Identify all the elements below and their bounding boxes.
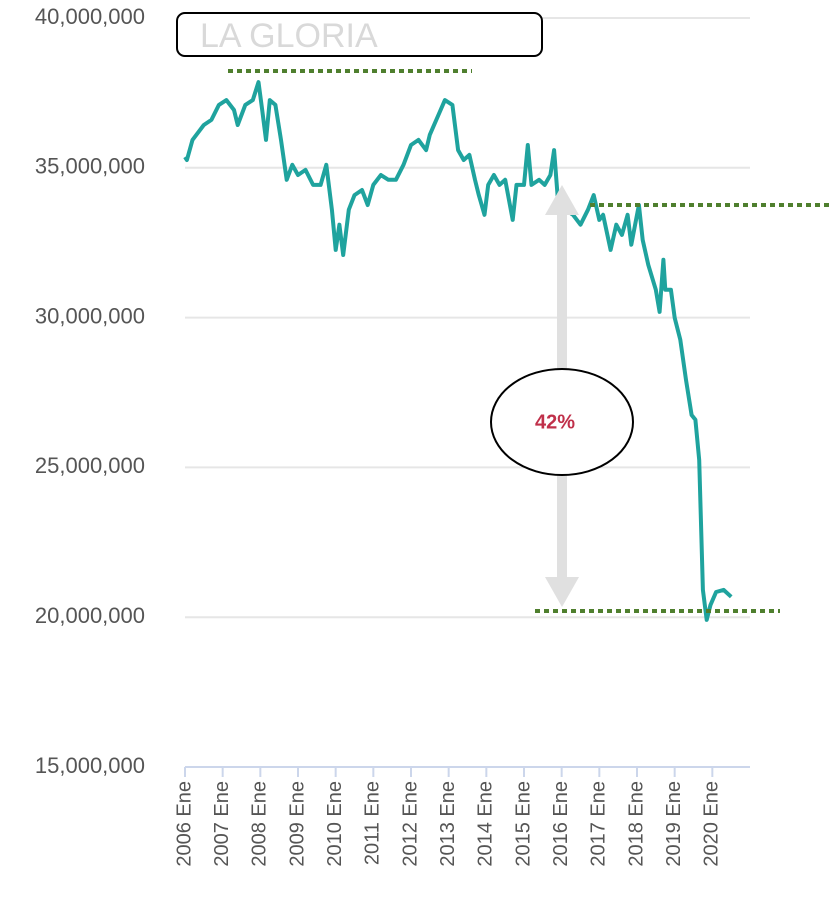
x-tick-label: 2017 Ene	[588, 781, 610, 867]
x-tick-label: 2008 Ene	[249, 781, 271, 867]
chart-title: LA GLORIA	[200, 17, 378, 55]
x-tick-label: 2014 Ene	[475, 781, 497, 867]
annotation: 42%	[535, 411, 575, 433]
x-tick-label: 2009 Ene	[286, 781, 308, 867]
y-tick-label: 20,000,000	[35, 603, 145, 628]
x-tick-label: 2006 Ene	[173, 781, 195, 867]
x-tick-label: 2020 Ene	[701, 781, 723, 867]
x-tick-label: 2019 Ene	[663, 781, 685, 867]
x-tick-label: 2007 Ene	[211, 781, 233, 867]
plot	[183, 80, 733, 622]
y-tick-label: 35,000,000	[35, 154, 145, 179]
x-tick-label: 2013 Ene	[437, 781, 459, 867]
title-box	[176, 12, 543, 57]
y-tick-label: 40,000,000	[35, 4, 145, 29]
x-tick-label: 2015 Ene	[512, 781, 534, 867]
x-tick-label: 2016 Ene	[550, 781, 572, 867]
grid	[185, 17, 750, 768]
y-tick-label: 30,000,000	[35, 303, 145, 328]
x-tick-label: 2012 Ene	[399, 781, 421, 867]
x-tick-label: 2018 Ene	[625, 781, 647, 867]
x-tick-label: 2010 Ene	[324, 781, 346, 867]
y-tick-label: 25,000,000	[35, 453, 145, 478]
y-tick-label: 15,000,000	[35, 753, 145, 778]
annotation-bubble	[490, 368, 634, 476]
data-line	[183, 80, 733, 622]
x-tick-label: 2011 Ene	[362, 781, 384, 865]
